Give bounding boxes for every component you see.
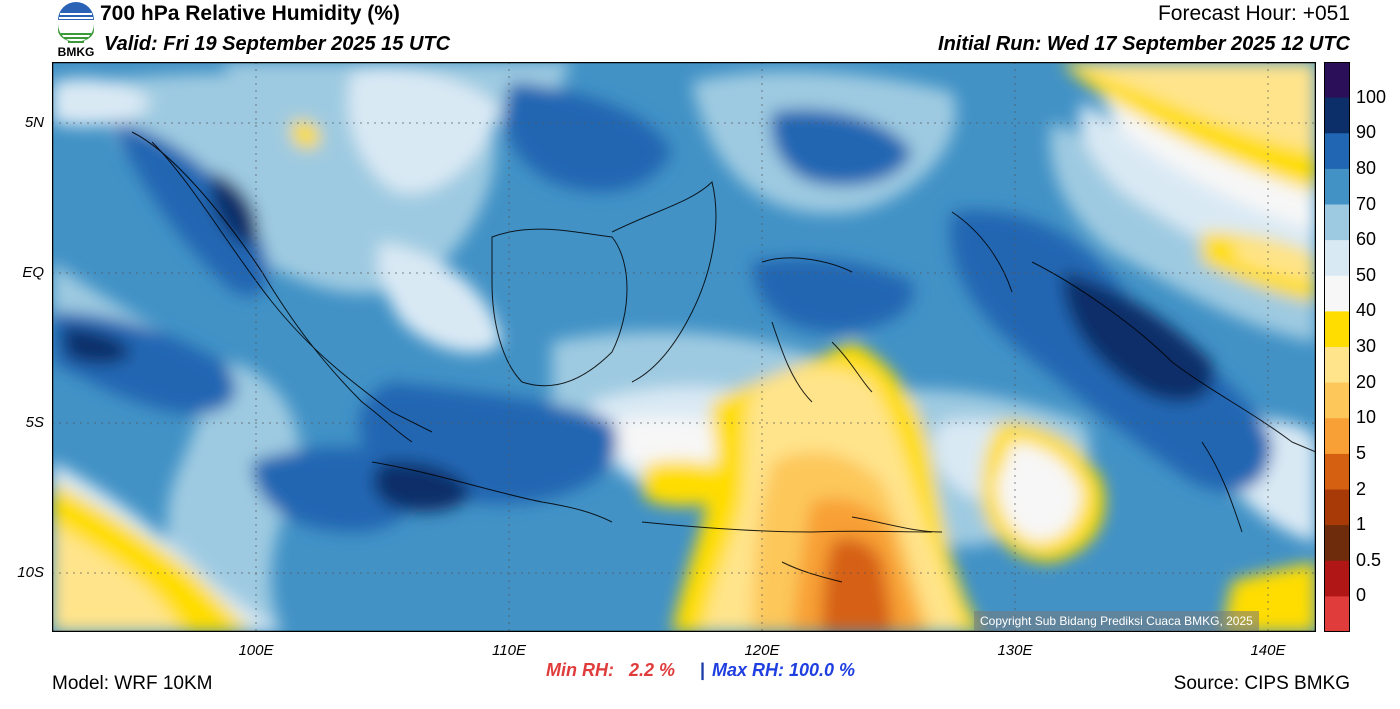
colorbar-swatches — [1324, 62, 1350, 633]
colorbar-swatch — [1324, 97, 1350, 134]
lon-label-110e: 110E — [492, 642, 526, 659]
colorbar — [1324, 62, 1350, 633]
logo-text: BMKG — [57, 45, 95, 59]
colorbar-label: 0.5 — [1356, 549, 1382, 570]
colorbar-swatch — [1324, 240, 1350, 277]
stats-separator: | — [700, 660, 706, 680]
colorbar-label: 5 — [1356, 442, 1367, 463]
colorbar-swatch — [1324, 133, 1350, 170]
colorbar-label: 90 — [1356, 122, 1377, 143]
colorbar-label: 1 — [1356, 514, 1367, 535]
colorbar-label: 70 — [1356, 193, 1377, 214]
valid-time: Valid: Fri 19 September 2025 15 UTC — [104, 33, 451, 55]
colorbar-swatch — [1324, 489, 1350, 526]
colorbar-label: 10 — [1356, 407, 1377, 428]
colorbar-label: 0 — [1356, 585, 1367, 606]
lon-label-140e: 140E — [1250, 642, 1286, 659]
colorbar-label: 60 — [1356, 229, 1377, 250]
colorbar-label: 40 — [1356, 300, 1377, 321]
bmkg-logo-icon — [58, 2, 94, 43]
colorbar-label: 30 — [1356, 336, 1377, 356]
colorbar-swatch — [1324, 204, 1350, 241]
map-title: 700 hPa Relative Humidity (%) — [100, 2, 400, 25]
model-name: Model: WRF 10KM — [52, 673, 213, 694]
colorbar-label: 2 — [1356, 478, 1367, 499]
lon-label-100e: 100E — [238, 642, 274, 659]
colorbar-swatch — [1324, 596, 1350, 633]
colorbar-swatch — [1324, 418, 1350, 455]
initial-run: Initial Run: Wed 17 September 2025 12 UT… — [938, 33, 1350, 55]
colorbar-swatch — [1324, 382, 1350, 419]
humidity-map-canvas — [51, 61, 1317, 633]
humidity-map — [51, 61, 1317, 633]
colorbar-swatch — [1324, 168, 1350, 206]
lat-label-5n: 5N — [24, 114, 44, 131]
colorbar-swatch — [1324, 525, 1350, 562]
colorbar-swatch — [1324, 62, 1350, 99]
colorbar-swatch — [1324, 347, 1350, 384]
colorbar-swatch — [1324, 311, 1350, 348]
colorbar-label: 50 — [1356, 264, 1377, 285]
lat-label-5s: 5S — [25, 414, 44, 431]
copyright-note: Copyright Sub Bidang Prediksi Cuaca BMKG… — [974, 611, 1259, 631]
colorbar-label: 100 — [1356, 86, 1387, 107]
colorbar-label: 80 — [1356, 157, 1377, 178]
colorbar-label: 20 — [1356, 371, 1377, 392]
colorbar-swatch — [1324, 560, 1350, 597]
bmkg-logo: BMKG — [52, 0, 100, 62]
data-source: Source: CIPS BMKG — [1173, 673, 1350, 694]
lat-label-10s: 10S — [17, 564, 44, 581]
colorbar-swatch — [1324, 453, 1350, 491]
min-rh: Min RH: 2.2 % — [546, 660, 676, 680]
lat-label-eq: EQ — [22, 264, 44, 281]
lon-label-130e: 130E — [997, 642, 1033, 659]
max-rh: Max RH: 100.0 % — [712, 660, 856, 680]
forecast-hour: Forecast Hour: +051 — [1157, 2, 1350, 25]
colorbar-swatch — [1324, 275, 1350, 312]
lon-label-120e: 120E — [744, 642, 780, 659]
colorbar-border — [1324, 62, 1350, 632]
